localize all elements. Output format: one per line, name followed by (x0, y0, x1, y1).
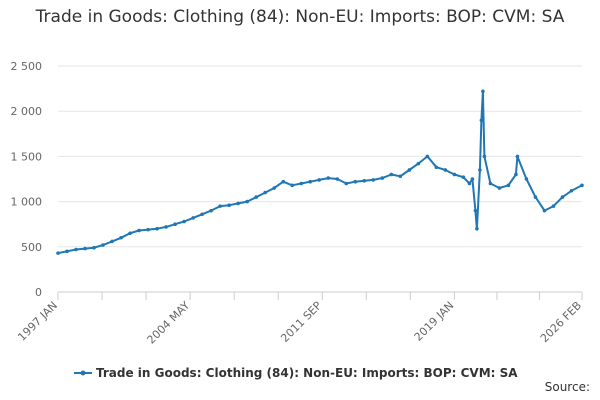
data-point[interactable] (371, 178, 376, 182)
data-point[interactable] (481, 89, 485, 94)
x-tick-label: 2019 JAN (412, 299, 457, 344)
data-point[interactable] (137, 228, 141, 233)
data-point[interactable] (110, 239, 114, 244)
data-point[interactable] (227, 203, 231, 208)
data-point[interactable] (569, 188, 574, 193)
data-point[interactable] (389, 172, 394, 177)
y-tick-label: 500 (21, 241, 42, 254)
data-point[interactable] (380, 176, 385, 180)
data-point[interactable] (473, 208, 478, 213)
data-point[interactable] (524, 177, 529, 181)
data-point[interactable] (263, 190, 267, 195)
data-point[interactable] (478, 168, 482, 172)
data-point[interactable] (290, 183, 295, 188)
data-point[interactable] (452, 172, 457, 177)
data-point[interactable] (344, 181, 349, 186)
data-point[interactable] (281, 179, 286, 184)
data-point[interactable] (514, 172, 518, 177)
x-tick-label: 2011 SEP (278, 299, 324, 345)
y-tick-label: 0 (35, 286, 42, 299)
data-point[interactable] (551, 204, 556, 208)
data-point[interactable] (425, 154, 430, 159)
series-line (57, 90, 583, 255)
source-label: Source: (544, 380, 590, 394)
data-point[interactable] (101, 243, 105, 247)
data-point[interactable] (497, 186, 502, 190)
data-point[interactable] (488, 181, 493, 186)
data-point[interactable] (580, 183, 584, 188)
data-point[interactable] (475, 226, 479, 231)
x-tick-label: 2026 FEB (538, 299, 584, 345)
data-point[interactable] (317, 178, 322, 182)
data-point[interactable] (515, 154, 520, 159)
series-group (56, 89, 584, 255)
data-point[interactable] (83, 246, 87, 251)
data-point[interactable] (164, 225, 168, 229)
data-point[interactable] (146, 227, 150, 232)
data-point[interactable] (560, 195, 565, 199)
data-point[interactable] (326, 176, 331, 180)
data-point[interactable] (506, 183, 511, 188)
data-point[interactable] (173, 222, 177, 226)
legend-marker-swatch (80, 370, 86, 376)
y-tick-label: 2 500 (11, 60, 43, 73)
data-point[interactable] (434, 165, 439, 170)
data-point[interactable] (398, 174, 403, 179)
data-point[interactable] (470, 177, 475, 181)
data-point[interactable] (542, 208, 547, 213)
data-point[interactable] (92, 245, 96, 250)
gridlines (58, 65, 582, 248)
legend-label: Trade in Goods: Clothing (84): Non-EU: I… (96, 366, 518, 380)
y-axis: 0 500 1 000 1 500 2 000 2 500 (11, 60, 43, 299)
chart-title: Trade in Goods: Clothing (84): Non-EU: I… (35, 7, 565, 27)
data-point[interactable] (74, 247, 78, 252)
data-point[interactable] (119, 235, 123, 240)
y-tick-label: 1 500 (11, 150, 43, 163)
data-point[interactable] (56, 251, 60, 255)
data-point[interactable] (200, 212, 204, 217)
data-point[interactable] (245, 199, 249, 204)
data-point[interactable] (353, 179, 358, 184)
data-point[interactable] (467, 181, 472, 186)
data-point[interactable] (191, 216, 195, 220)
data-point[interactable] (65, 249, 69, 254)
data-point[interactable] (443, 168, 448, 172)
data-point[interactable] (416, 161, 421, 166)
legend[interactable]: Trade in Goods: Clothing (84): Non-EU: I… (74, 366, 518, 380)
data-point[interactable] (308, 179, 313, 184)
data-point[interactable] (218, 204, 222, 208)
data-point[interactable] (155, 226, 159, 231)
data-point[interactable] (362, 179, 367, 183)
data-point[interactable] (407, 168, 412, 172)
data-point[interactable] (479, 118, 484, 123)
data-point[interactable] (482, 154, 487, 159)
y-tick-label: 1 000 (11, 196, 43, 209)
data-point[interactable] (128, 231, 132, 236)
x-tick-label: 1997 JAN (15, 299, 60, 344)
data-point[interactable] (272, 186, 277, 190)
data-point[interactable] (461, 175, 466, 179)
data-point[interactable] (236, 201, 240, 206)
data-point[interactable] (209, 208, 213, 213)
x-axis: 1997 JAN 2004 MAY 2011 SEP 2019 JAN 2026 FEB (15, 291, 584, 347)
x-tick-label: 2004 MAY (145, 299, 193, 347)
data-point[interactable] (335, 177, 340, 181)
data-point[interactable] (182, 219, 186, 224)
data-point[interactable] (533, 195, 538, 199)
y-tick-label: 2 000 (11, 105, 43, 118)
data-point[interactable] (299, 181, 304, 186)
data-point[interactable] (254, 195, 258, 199)
